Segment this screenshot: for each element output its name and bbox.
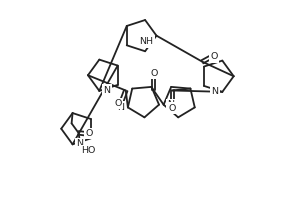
Text: O: O — [150, 69, 157, 78]
Text: N: N — [77, 139, 84, 148]
Text: O: O — [169, 104, 176, 113]
Text: O: O — [114, 99, 122, 108]
Text: N: N — [103, 86, 110, 95]
Text: N: N — [168, 100, 174, 109]
Text: O: O — [86, 129, 93, 138]
Text: N: N — [117, 103, 124, 112]
Text: O: O — [210, 52, 218, 61]
Text: HO: HO — [81, 146, 96, 155]
Text: N: N — [211, 87, 219, 96]
Text: NH: NH — [139, 37, 153, 46]
